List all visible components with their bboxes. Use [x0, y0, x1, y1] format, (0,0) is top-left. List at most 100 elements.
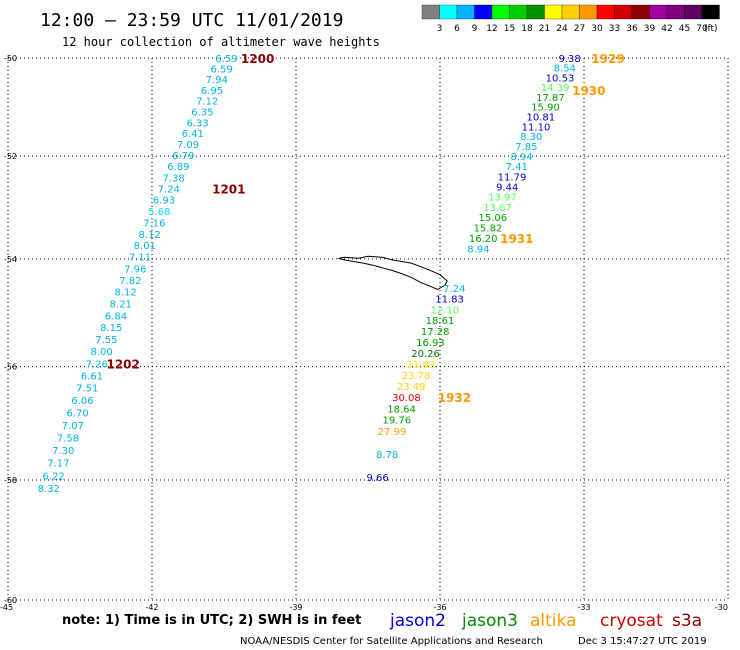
colorbar-swatch	[579, 4, 598, 20]
legend-jason3: jason3	[461, 611, 518, 631]
altimeter-tracks: 6.596.597.946.957.126.356.336.417.096.79…	[38, 52, 625, 495]
colorbar-swatch	[439, 4, 458, 20]
lat-tick-label: -58	[4, 476, 17, 485]
colorbar-label: 24	[556, 24, 568, 34]
island-coastline	[337, 255, 448, 291]
lat-tick-label: -60	[4, 596, 17, 605]
lat-lon-grid: -50 -52 -54 -56 -58 -60-45 -42 -39 -36 -33 -30	[0, 54, 729, 612]
wave-height-label: 8.54	[554, 64, 576, 75]
time-label: 1932	[438, 391, 471, 405]
wave-height-label: 7.58	[57, 433, 79, 444]
wave-height-label: 13.97	[488, 193, 517, 204]
wave-height-label: 30.08	[392, 393, 421, 404]
wave-height-label: 13.67	[483, 203, 512, 214]
wave-height-label: 6.33	[186, 118, 208, 129]
wave-height-label: 10.81	[526, 112, 555, 123]
wave-height-label: 7.07	[62, 421, 84, 432]
colorbar-label: 3	[437, 24, 443, 34]
wave-height-label: 6.41	[182, 129, 204, 140]
wave-height-label: 9.38	[558, 54, 580, 65]
lon-tick-label: -36	[433, 603, 446, 612]
lon-tick-label: -45	[0, 603, 13, 612]
wave-height-label: 12.10	[430, 305, 459, 316]
wave-height-label: 6.95	[201, 86, 223, 97]
wave-height-label: 6.59	[210, 65, 232, 76]
wave-height-label: 8.01	[134, 241, 156, 252]
lat-tick-label: -50	[4, 54, 17, 63]
wave-height-label: 9.44	[496, 182, 518, 193]
wave-height-label: 7.24	[158, 185, 180, 196]
colorbar-label: 15	[504, 24, 515, 34]
wave-height-label: 7.41	[506, 162, 528, 173]
wave-height-label: 14.39	[541, 83, 570, 94]
wave-height-label: 6.70	[66, 408, 88, 419]
time-label: 1201	[212, 183, 245, 197]
wave-height-label: 6.93	[153, 196, 175, 207]
wave-height-label: 17.28	[421, 327, 450, 338]
wave-height-label: 18.61	[426, 316, 455, 327]
wave-height-label: 6.59	[215, 54, 237, 65]
footer-timestamp: Dec 3 15:47:27 UTC 2019	[578, 636, 707, 647]
colorbar-unit: (ft)	[704, 24, 718, 34]
colorbar-swatch	[596, 4, 615, 20]
wave-height-label: 6.35	[191, 107, 213, 118]
lat-tick-label: -52	[4, 152, 17, 161]
wave-height-label: 11.83	[435, 295, 464, 306]
wave-height-label: 17.87	[536, 93, 565, 104]
wave-height-label: 8.00	[90, 347, 112, 358]
colorbar-swatch	[491, 4, 510, 20]
lon-tick-label: -42	[145, 603, 158, 612]
legend-altika: altika	[530, 611, 577, 631]
wave-height-label: 20.26	[411, 349, 440, 360]
colorbar-label: 45	[679, 24, 690, 34]
wave-height-label: 23.78	[402, 371, 431, 382]
legend-cryosat: cryosat	[600, 611, 663, 631]
wave-height-label: 7.55	[95, 335, 117, 346]
wave-height-label: 6.79	[172, 151, 194, 162]
wave-height-label: 6.61	[81, 371, 103, 382]
legend-s3a: s3a	[672, 611, 702, 631]
wave-height-label: 15.90	[531, 103, 560, 114]
lon-tick-label: -39	[289, 603, 302, 612]
colorbar-swatch	[474, 4, 493, 20]
wave-height-label: 7.51	[76, 384, 98, 395]
south-georgia-coastline	[337, 255, 448, 291]
satellite-legend: jason2 jason3 altika cryosat s3a	[389, 611, 702, 631]
time-label: 1931	[500, 232, 533, 246]
wave-height-label: 8.15	[100, 323, 122, 334]
wave-height-label: 16.20	[469, 234, 498, 245]
colorbar-label: 27	[574, 24, 585, 34]
wave-height-label: 15.06	[478, 213, 507, 224]
wave-height-label: 7.12	[196, 97, 218, 108]
wave-height-label: 8.78	[376, 450, 398, 461]
colorbar-swatch	[421, 4, 440, 20]
colorbar-label: 21	[539, 24, 550, 34]
wave-height-label: 8.94	[467, 244, 489, 255]
wave-height-label: 7.30	[52, 446, 74, 457]
wave-height-label: 8.12	[138, 230, 160, 241]
wave-height-label: 18.64	[387, 404, 416, 415]
colorbar-label: 18	[521, 24, 533, 34]
wave-height-label: 23.49	[397, 382, 426, 393]
wave-height-label: 8.32	[38, 484, 60, 495]
wave-height-label: 7.16	[143, 218, 165, 229]
page-title: 12:00 — 23:59 UTC 11/01/2019	[40, 10, 343, 31]
wave-height-label: 8.12	[114, 288, 136, 299]
colorbar-label: 12	[486, 24, 497, 34]
wave-height-label: 7.17	[47, 459, 69, 470]
colorbar-swatch	[631, 4, 650, 20]
colorbar-swatch	[544, 4, 563, 20]
legend-jason2: jason2	[389, 611, 446, 631]
wave-height-label: 27.99	[378, 427, 407, 438]
wave-height-label: 7.24	[443, 284, 465, 295]
lat-tick-label: -54	[4, 255, 17, 264]
wave-height-colorbar: 3 6 9 12 15 18 21 24 27 30 33 36 39 42 45 70(ft)	[421, 4, 720, 34]
wave-height-label: 7.96	[124, 264, 146, 275]
colorbar-swatch	[701, 4, 720, 20]
wave-height-label: 21.83	[406, 360, 435, 371]
colorbar-swatch	[666, 4, 685, 20]
wave-height-label: 10.53	[546, 73, 575, 84]
lat-tick-label: -56	[4, 363, 17, 372]
wave-height-label: 8.30	[520, 132, 542, 143]
footer-note: note: 1) Time is in UTC; 2) SWH is in fe…	[62, 613, 361, 628]
